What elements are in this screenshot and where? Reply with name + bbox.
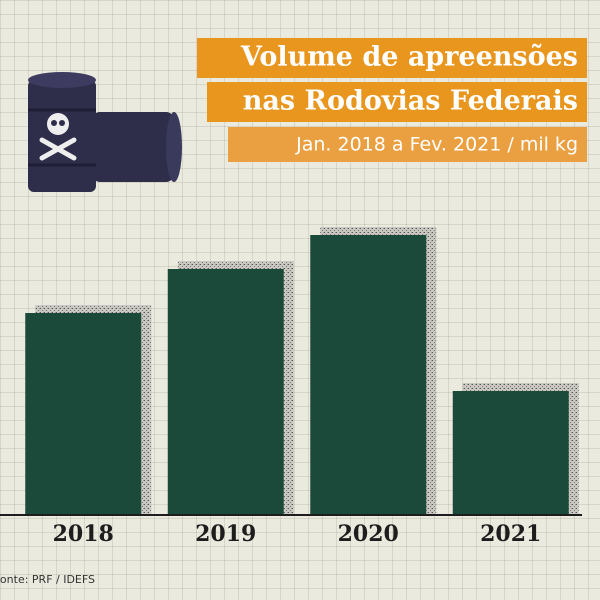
bar <box>452 391 569 515</box>
chart-subtitle: Jan. 2018 a Fev. 2021 / mil kg <box>295 134 578 156</box>
barrel-icon <box>28 72 182 192</box>
plot: 2018 2019 2020 2021 <box>25 227 579 547</box>
x-tick-label: 2019 <box>195 521 256 547</box>
x-tick-label: 2018 <box>53 521 114 547</box>
title-box <box>207 82 587 122</box>
chart-title: nas Rodovias Federais <box>243 86 578 117</box>
title-box <box>197 38 587 78</box>
bar <box>25 313 142 515</box>
chart-title: Volume de apreensões <box>240 42 578 73</box>
bar <box>167 269 284 515</box>
x-tick-label: 2021 <box>480 521 541 547</box>
source: Fonte: PRF / IDEFS <box>0 573 95 586</box>
x-tick-label: 2020 <box>338 521 399 547</box>
subtitle-box <box>228 127 587 162</box>
bar <box>310 235 427 515</box>
